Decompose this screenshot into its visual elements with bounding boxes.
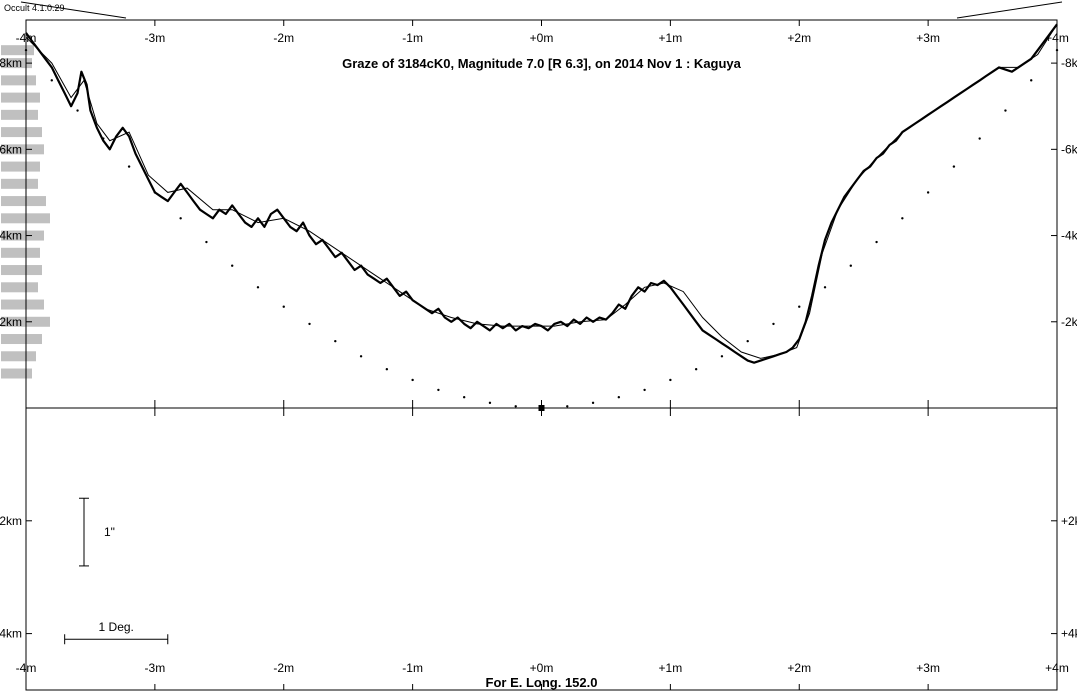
svg-text:-4m: -4m (16, 661, 37, 675)
svg-text:1": 1" (104, 525, 115, 539)
svg-text:Graze of 3184cK0, Magnitude: Graze of 3184cK0, Magnitude 7.0 [R 6.3],… (342, 56, 742, 71)
svg-text:-4km: -4km (1061, 229, 1077, 243)
svg-text:+1m: +1m (659, 31, 683, 45)
svg-text:-4km: -4km (0, 229, 22, 243)
chart-container: Occult 4.1.0.29 -4m-4m-3m-3m-2m-2m-1m-1m… (0, 0, 1077, 695)
svg-text:+3m: +3m (916, 31, 940, 45)
svg-text:+2m: +2m (787, 661, 811, 675)
svg-text:+0m: +0m (530, 31, 554, 45)
svg-text:-2m: -2m (273, 661, 294, 675)
svg-text:+1m: +1m (659, 661, 683, 675)
svg-text:-8km: -8km (1061, 56, 1077, 70)
svg-text:1 Deg.: 1 Deg. (99, 620, 134, 634)
svg-text:-1m: -1m (402, 31, 423, 45)
svg-text:-2m: -2m (273, 31, 294, 45)
svg-text:-2km: -2km (0, 315, 22, 329)
version-label: Occult 4.1.0.29 (4, 3, 65, 13)
svg-text:+4km: +4km (1061, 627, 1077, 641)
svg-text:+2m: +2m (787, 31, 811, 45)
svg-text:-2km: -2km (1061, 315, 1077, 329)
graze-chart: -4m-4m-3m-3m-2m-2m-1m-1m+0m+0m+1m+1m+2m+… (0, 0, 1077, 695)
svg-text:-3m: -3m (145, 661, 166, 675)
svg-text:-6km: -6km (1061, 142, 1077, 156)
svg-text:+4m: +4m (1045, 661, 1069, 675)
svg-text:-6km: -6km (0, 142, 22, 156)
svg-text:-3m: -3m (145, 31, 166, 45)
svg-text:+4km: +4km (0, 627, 22, 641)
svg-text:+0m: +0m (530, 661, 554, 675)
svg-text:+2km: +2km (1061, 514, 1077, 528)
svg-text:-1m: -1m (402, 661, 423, 675)
svg-text:+2km: +2km (0, 514, 22, 528)
svg-text:For E. Long. 152.0: For E. Long. 152.0 (486, 675, 598, 690)
svg-text:-8km: -8km (0, 56, 22, 70)
svg-text:+3m: +3m (916, 661, 940, 675)
